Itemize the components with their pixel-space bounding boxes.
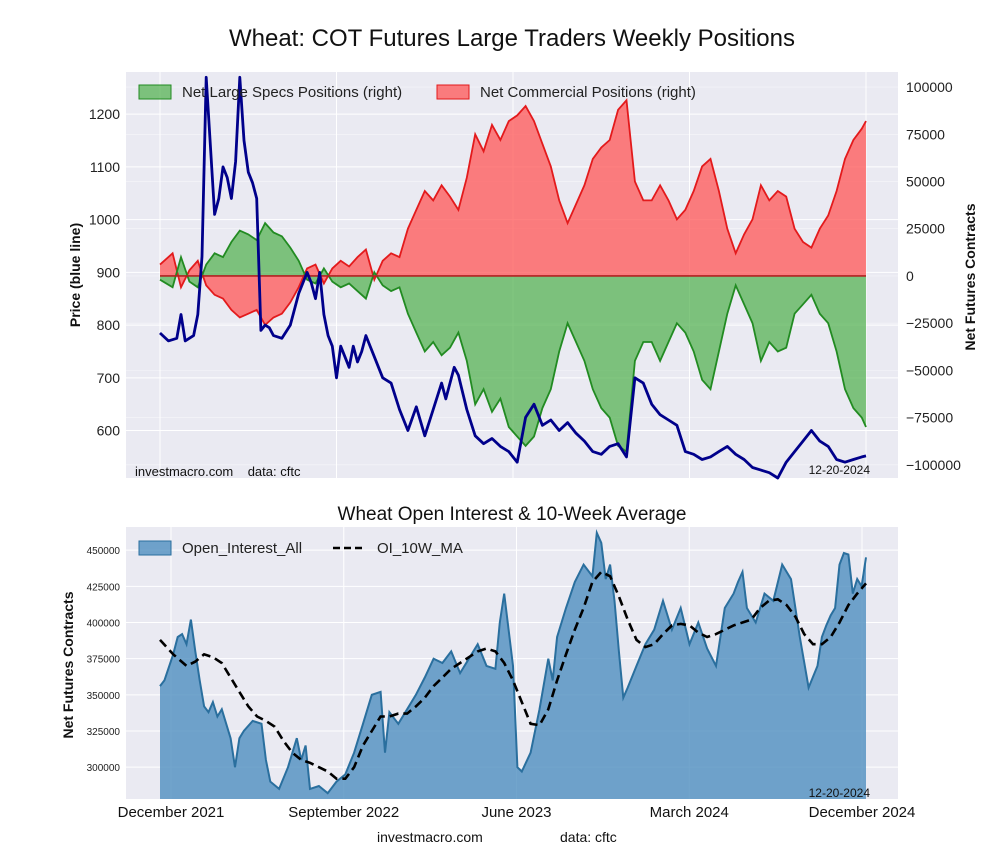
price-tick-label: 700 xyxy=(97,370,121,386)
legend-swatch-oi xyxy=(138,540,172,556)
open-interest-axis-ticks: 300000 325000 350000 375000 400000 425000 4500… xyxy=(87,546,121,774)
moving-average-line xyxy=(159,570,867,780)
commercial-line xyxy=(159,98,867,327)
positions-annotation-date: 12-20-2024 xyxy=(809,463,871,477)
open-interest-axis-label: Net Futures Contracts xyxy=(60,591,76,738)
oi-tick-label: 450000 xyxy=(87,546,121,557)
date-tick-label: June 2023 xyxy=(481,804,551,821)
specs-line xyxy=(159,221,867,454)
price-tick-label: 600 xyxy=(97,423,121,439)
contracts-tick-label: −50000 xyxy=(906,362,953,378)
contracts-tick-label: 75000 xyxy=(906,126,945,142)
positions-areas xyxy=(160,100,866,452)
footer-site: investmacro.com xyxy=(377,829,483,845)
legend-label-specs: Net Large Specs Positions (right) xyxy=(182,84,402,101)
legend-swatch-specs xyxy=(138,84,172,100)
price-tick-label: 900 xyxy=(97,264,121,280)
contracts-tick-label: 100000 xyxy=(906,79,953,95)
open-interest-chart: Wheat Open Interest & 10-Week Average 30… xyxy=(60,504,915,821)
legend-label-oi: Open_Interest_All xyxy=(182,540,302,557)
oi-tick-label: 425000 xyxy=(87,582,121,593)
date-axis-ticks: December 2021 September 2022 June 2023 Marc… xyxy=(118,804,916,821)
open-interest-line xyxy=(159,528,867,795)
legend-label-commercial: Net Commercial Positions (right) xyxy=(480,84,696,101)
price-tick-label: 800 xyxy=(97,317,121,333)
contracts-tick-label: 50000 xyxy=(906,174,945,190)
oi-tick-label: 400000 xyxy=(87,618,121,629)
positions-chart: 600 700 800 900 1000 1100 1200 −100000 −75000 −5… xyxy=(67,72,978,480)
contracts-tick-label: −25000 xyxy=(906,315,953,331)
positions-lines xyxy=(159,75,867,480)
price-tick-label: 1100 xyxy=(90,159,120,175)
date-tick-label: March 2024 xyxy=(650,804,729,821)
contracts-axis-label: Net Futures Contracts xyxy=(962,203,978,350)
oi-tick-label: 350000 xyxy=(87,691,121,702)
price-axis-label: Price (blue line) xyxy=(67,223,83,327)
contracts-axis-ticks: −100000 −75000 −50000 −25000 0 25000 50000 7500… xyxy=(906,79,961,473)
positions-annotation-source: investmacro.com data: cftc xyxy=(135,464,301,479)
legend-label-ma: OI_10W_MA xyxy=(377,540,463,557)
open-interest-annotation-date: 12-20-2024 xyxy=(809,786,871,800)
date-tick-label: September 2022 xyxy=(288,804,399,821)
contracts-tick-label: −100000 xyxy=(906,457,961,473)
price-axis-ticks: 600 700 800 900 1000 1100 1200 xyxy=(89,106,120,438)
footer-source: data: cftc xyxy=(560,829,617,845)
contracts-tick-label: −75000 xyxy=(906,410,953,426)
oi-tick-label: 300000 xyxy=(87,763,121,774)
specs-area xyxy=(160,223,866,452)
oi-tick-label: 375000 xyxy=(87,655,121,666)
legend-swatch-commercial xyxy=(436,84,470,100)
open-interest-legend: Open_Interest_All OI_10W_MA xyxy=(138,540,463,557)
commercial-area xyxy=(160,100,866,325)
date-tick-label: December 2024 xyxy=(809,804,916,821)
oi-tick-label: 325000 xyxy=(87,727,121,738)
open-interest-title: Wheat Open Interest & 10-Week Average xyxy=(338,504,687,525)
price-line xyxy=(159,75,867,480)
figure-title: Wheat: COT Futures Large Traders Weekly … xyxy=(229,25,795,52)
price-tick-label: 1000 xyxy=(89,212,120,228)
date-tick-label: December 2021 xyxy=(118,804,225,821)
contracts-tick-label: 0 xyxy=(906,268,914,284)
open-interest-areas xyxy=(159,528,867,799)
price-tick-label: 1200 xyxy=(89,106,120,122)
contracts-tick-label: 25000 xyxy=(906,221,945,237)
positions-legend: Net Large Specs Positions (right) Net Co… xyxy=(138,84,696,101)
